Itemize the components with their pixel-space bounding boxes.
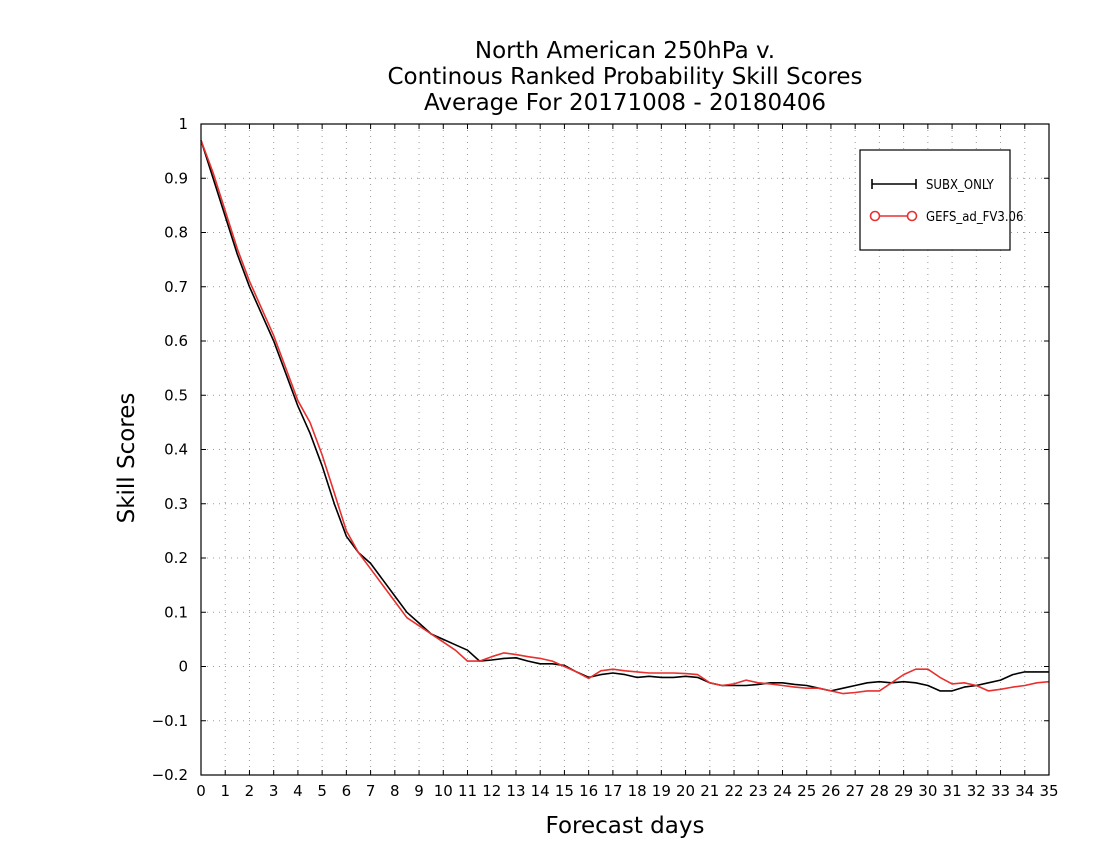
x-tick-label: 13 xyxy=(506,782,525,800)
y-tick-label: 1 xyxy=(178,115,188,133)
x-tick-label: 27 xyxy=(846,782,865,800)
x-tick-label: 18 xyxy=(628,782,647,800)
x-tick-label: 16 xyxy=(579,782,598,800)
y-tick-label: 0.2 xyxy=(164,549,188,567)
x-tick-label: 23 xyxy=(749,782,768,800)
x-tick-label: 8 xyxy=(390,782,400,800)
y-tick-label: 0.7 xyxy=(164,278,188,296)
x-tick-label: 32 xyxy=(967,782,986,800)
y-tick-label: 0.3 xyxy=(164,495,188,513)
y-tick-label: 0.9 xyxy=(164,169,188,187)
x-tick-label: 24 xyxy=(773,782,792,800)
y-tick-label: 0.1 xyxy=(164,603,188,621)
title-line-3: Average For 20171008 - 20180406 xyxy=(424,90,826,116)
legend-circle-marker xyxy=(869,210,881,222)
x-tick-label: 26 xyxy=(821,782,840,800)
x-tick-label: 20 xyxy=(676,782,695,800)
x-tick-label: 31 xyxy=(943,782,962,800)
series-line-plus xyxy=(200,140,1049,692)
x-tick-label: 5 xyxy=(317,782,327,800)
legend: SUBX_ONLY GEFS_ad_FV3.06 xyxy=(859,149,1023,251)
x-tick-label: 10 xyxy=(434,782,453,800)
x-tick-label: 3 xyxy=(269,782,279,800)
x-tick-label: 14 xyxy=(531,782,550,800)
x-tick-label: 11 xyxy=(458,782,477,800)
x-tick-label: 19 xyxy=(652,782,671,800)
x-tick-label: 25 xyxy=(797,782,816,800)
x-tick-label: 6 xyxy=(342,782,352,800)
y-tick-label: −0.2 xyxy=(152,766,188,784)
legend-label: SUBX_ONLY xyxy=(926,178,995,193)
chart-title: North American 250hPa v. Continous Ranke… xyxy=(387,38,862,116)
x-tick-label: 17 xyxy=(603,782,622,800)
x-tick-label: 7 xyxy=(366,782,376,800)
legend-circle-marker xyxy=(906,210,918,222)
y-tick-label: 0.6 xyxy=(164,332,188,350)
y-tick-label: 0.8 xyxy=(164,224,188,242)
x-tick-label: 1 xyxy=(220,782,230,800)
x-tick-label: 2 xyxy=(245,782,255,800)
legend-label: GEFS_ad_FV3.06 xyxy=(926,210,1023,225)
x-tick-label: 15 xyxy=(555,782,574,800)
y-axis-label: Skill Scores xyxy=(114,393,140,524)
x-tick-label: 29 xyxy=(894,782,913,800)
x-tick-label: 30 xyxy=(918,782,937,800)
x-tick-label: 9 xyxy=(414,782,424,800)
x-tick-label: 21 xyxy=(700,782,719,800)
y-tick-label: 0.5 xyxy=(164,386,188,404)
x-tick-label: 0 xyxy=(196,782,206,800)
x-axis-label: Forecast days xyxy=(546,813,705,839)
x-tick-label: 4 xyxy=(293,782,303,800)
x-tick-label: 34 xyxy=(1015,782,1034,800)
x-tick-label: 12 xyxy=(482,782,501,800)
y-tick-label: 0 xyxy=(178,658,188,676)
x-tick-label: 35 xyxy=(1039,782,1058,800)
y-tick-label: 0.4 xyxy=(164,441,188,459)
title-line-1: North American 250hPa v. xyxy=(475,38,775,64)
title-line-2: Continous Ranked Probability Skill Score… xyxy=(387,64,862,90)
series-layer xyxy=(200,140,1050,695)
series-line-circle xyxy=(200,140,1050,695)
y-tick-label: −0.1 xyxy=(152,712,188,730)
x-axis-ticks: 0 1 2 3 4 5 6 7 8 9 10 11 12 13 14 15 16 17 18 19 20 21 22 23 24… xyxy=(196,124,1059,800)
y-axis-ticks: −0.2 −0.1 0 0.1 0.2 0.3 0.4 0.5 0.6 0.7 0.8 0.9 1 xyxy=(152,115,1049,784)
legend-box xyxy=(859,149,1011,251)
x-tick-label: 33 xyxy=(991,782,1010,800)
x-tick-label: 28 xyxy=(870,782,889,800)
x-tick-label: 22 xyxy=(724,782,743,800)
